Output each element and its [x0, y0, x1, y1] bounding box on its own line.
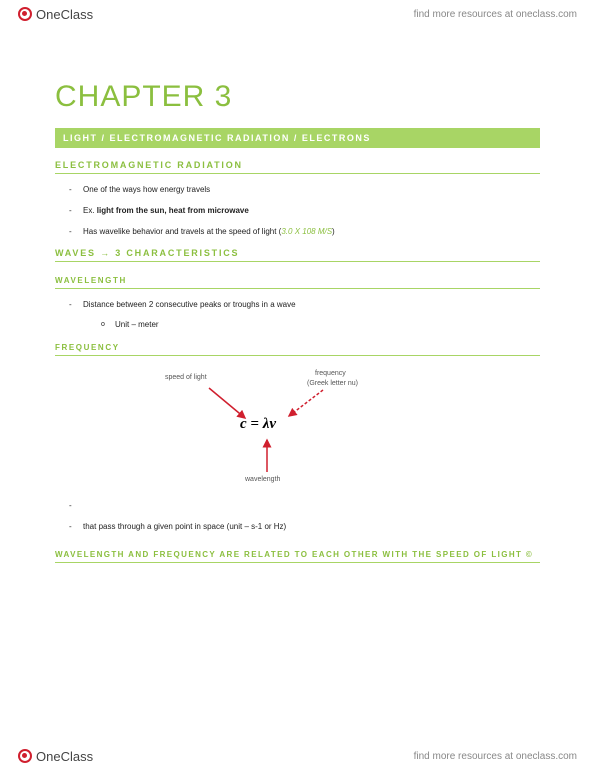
arrow-right-icon [283, 388, 333, 424]
bullet-examples: Ex. light from the sun, heat from microw… [83, 205, 540, 216]
section-relation: WAVELENGTH AND FREQUENCY ARE RELATED TO … [55, 550, 540, 563]
bullet-ex-prefix: Ex. [83, 206, 97, 215]
chapter-title: CHAPTER 3 [55, 80, 540, 114]
subsection-frequency: FREQUENCY [55, 343, 540, 356]
header-tagline: find more resources at oneclass.com [414, 9, 577, 20]
bullet-wavelike-post: ) [332, 227, 335, 236]
bullet-freq-unit: that pass through a given point in space… [83, 521, 540, 532]
subsection-wavelength: WAVELENGTH [55, 276, 540, 289]
header-bar: OneClass find more resources at oneclass… [0, 0, 595, 28]
footer-tagline: find more resources at oneclass.com [414, 751, 577, 762]
diagram-label-wavelength: wavelength [245, 476, 280, 483]
sub-bullet-unit-meter: Unit – meter [115, 320, 540, 329]
bullet-ex-bold: light from the sun, heat from microwave [97, 206, 249, 215]
diagram-label-freq1: frequency [315, 370, 346, 377]
bullet-empty-dash [83, 500, 540, 511]
section-em-radiation: ELECTROMAGNETIC RADIATION [55, 160, 540, 174]
arrow-bottom-icon [257, 434, 277, 476]
logo-text-footer: OneClass [36, 749, 93, 764]
logo-text: OneClass [36, 7, 93, 22]
brand-logo: OneClass [18, 7, 93, 22]
bullet-energy-travels: One of the ways how energy travels [83, 184, 540, 195]
diagram-label-freq2: (Greek letter nu) [307, 380, 358, 387]
equation-diagram: speed of light frequency (Greek letter n… [95, 366, 540, 496]
arrow-left-icon [205, 384, 255, 424]
page-content: CHAPTER 3 LIGHT / ELECTROMAGNETIC RADIAT… [55, 80, 540, 563]
bullet-wavelike: Has wavelike behavior and travels at the… [83, 226, 540, 237]
logo-icon-footer [18, 749, 32, 763]
footer-bar: OneClass find more resources at oneclass… [0, 742, 595, 770]
brand-logo-footer: OneClass [18, 749, 93, 764]
bullet-wavelength-def: Distance between 2 consecutive peaks or … [83, 299, 540, 310]
speed-of-light-value: 3.0 X 108 M/S [281, 227, 332, 236]
logo-icon [18, 7, 32, 21]
diagram-label-speed: speed of light [165, 374, 207, 381]
section-waves: WAVES → 3 CHARACTERISTICS [55, 248, 540, 262]
bullet-wavelike-pre: Has wavelike behavior and travels at the… [83, 227, 281, 236]
topic-band: LIGHT / ELECTROMAGNETIC RADIATION / ELEC… [55, 128, 540, 148]
